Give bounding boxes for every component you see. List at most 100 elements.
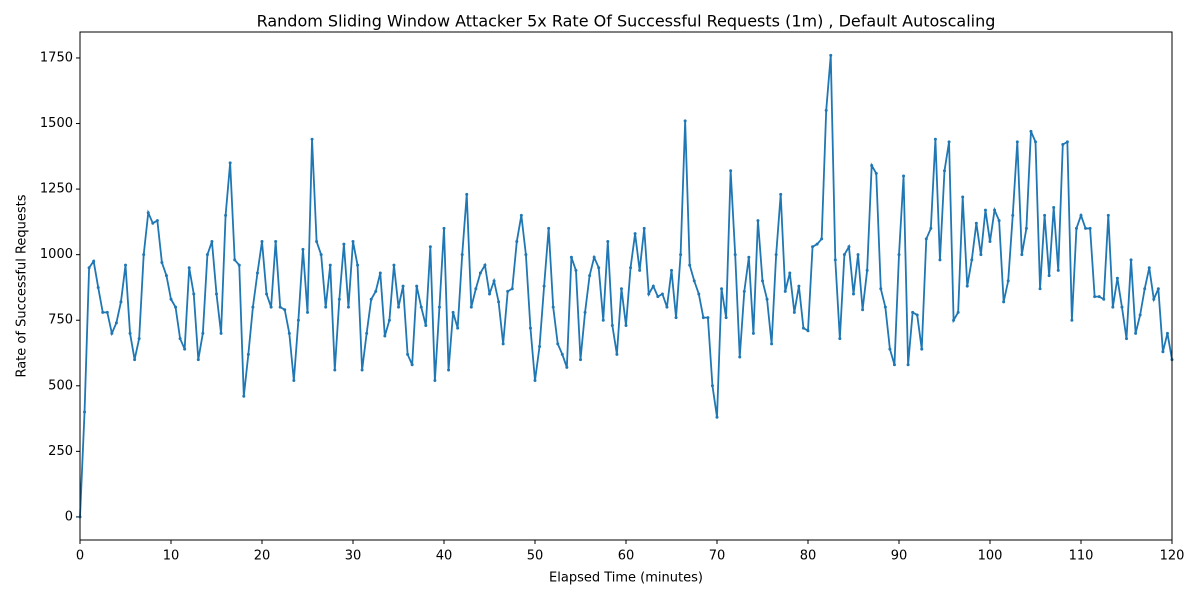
point	[306, 310, 309, 314]
point	[979, 253, 983, 257]
y-tick-label: 1000	[40, 247, 73, 262]
point	[474, 287, 478, 291]
point	[292, 379, 296, 383]
point	[265, 292, 269, 296]
y-axis-label: Rate of Successful Requests	[15, 194, 30, 377]
point	[187, 266, 191, 270]
point	[815, 242, 819, 246]
point	[210, 240, 214, 244]
point	[1029, 129, 1033, 133]
point	[146, 211, 150, 215]
point	[1106, 213, 1110, 217]
point	[137, 337, 141, 341]
point	[1061, 143, 1065, 147]
point	[824, 108, 828, 112]
point	[724, 316, 728, 320]
point	[629, 266, 633, 270]
point	[383, 334, 387, 338]
point	[437, 305, 441, 309]
point	[333, 368, 337, 372]
point	[1156, 287, 1160, 291]
point	[965, 284, 969, 288]
point	[829, 53, 833, 57]
y-tick-label: 0	[65, 509, 73, 524]
point	[1120, 305, 1124, 309]
point	[583, 310, 587, 314]
point	[956, 310, 960, 314]
point	[1102, 297, 1106, 301]
point	[961, 195, 965, 199]
point	[296, 318, 300, 322]
point	[974, 221, 978, 225]
point	[1138, 313, 1142, 317]
point	[679, 253, 683, 257]
point	[551, 305, 555, 309]
point	[428, 245, 432, 249]
point	[506, 289, 510, 293]
point	[164, 274, 168, 278]
point	[765, 297, 769, 301]
point	[510, 287, 514, 291]
point	[251, 305, 255, 309]
point	[1097, 295, 1101, 299]
x-tick-label: 60	[618, 549, 635, 564]
point	[456, 326, 460, 330]
point	[1152, 297, 1156, 301]
point	[933, 137, 937, 141]
point	[820, 237, 824, 241]
chart-title: Random Sliding Window Attacker 5x Rate O…	[257, 12, 996, 31]
point	[114, 321, 118, 325]
point	[811, 245, 815, 249]
point	[783, 289, 787, 293]
point	[533, 379, 537, 383]
point	[310, 137, 314, 141]
point	[902, 174, 906, 178]
point	[565, 365, 569, 369]
point	[665, 305, 669, 309]
point	[451, 310, 455, 314]
point	[128, 331, 132, 335]
x-tick-label: 70	[709, 549, 726, 564]
point	[1111, 305, 1115, 309]
x-tick-label: 50	[527, 549, 544, 564]
point	[706, 316, 710, 320]
point	[569, 255, 573, 259]
point	[96, 285, 100, 289]
point	[142, 253, 146, 257]
point	[1052, 205, 1056, 209]
point	[601, 318, 605, 322]
point	[283, 308, 287, 312]
point	[301, 247, 305, 251]
point	[1161, 350, 1165, 354]
x-tick-label: 90	[891, 549, 908, 564]
point	[1043, 213, 1047, 217]
point	[174, 305, 178, 309]
point	[997, 219, 1001, 223]
point	[1115, 276, 1119, 280]
y-tick-label: 1250	[40, 182, 73, 197]
point	[651, 284, 655, 288]
x-tick-label: 40	[436, 549, 453, 564]
point	[906, 363, 910, 367]
point	[647, 292, 651, 296]
point	[738, 355, 742, 359]
point	[228, 161, 232, 165]
point	[1024, 226, 1028, 230]
point	[915, 313, 919, 317]
point	[224, 213, 228, 217]
point	[196, 358, 200, 362]
point	[806, 329, 810, 333]
point	[192, 292, 196, 296]
point	[747, 255, 751, 259]
point	[852, 292, 855, 296]
point	[151, 221, 155, 225]
point	[287, 331, 291, 335]
point	[378, 271, 382, 275]
point	[424, 323, 428, 327]
point	[328, 263, 332, 267]
point	[515, 240, 519, 244]
point	[879, 287, 883, 291]
point	[1002, 300, 1006, 304]
